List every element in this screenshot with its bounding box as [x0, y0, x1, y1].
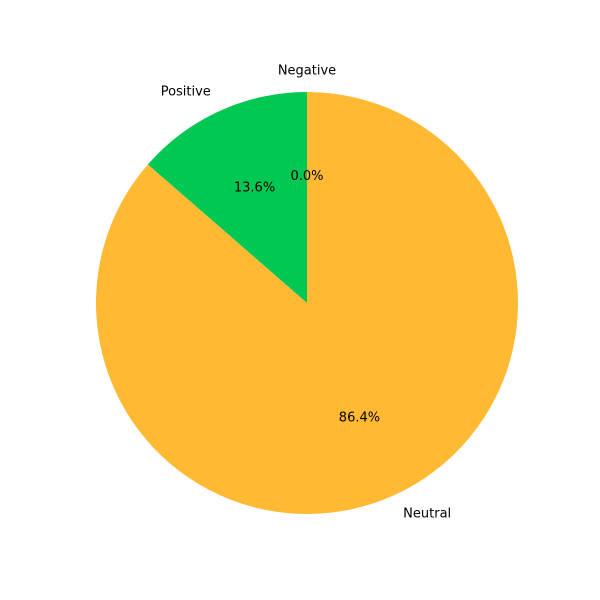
pie-label-neutral: Neutral: [403, 507, 451, 522]
pie-slices: [96, 92, 518, 514]
pie-pct-label-neutral: 86.4%: [339, 411, 380, 426]
pie-slice-neutral: [96, 92, 518, 514]
pie-label-negative: Negative: [278, 63, 336, 78]
pie-pct-label-positive: 13.6%: [234, 180, 275, 195]
pie-label-positive: Positive: [161, 84, 211, 99]
pie-pct-label-negative: 0.0%: [290, 169, 323, 184]
pie-labels: Negative 0.0% Positive 13.6% Neutral 86.4%: [161, 63, 451, 521]
pie-slice-positive: [147, 92, 307, 303]
